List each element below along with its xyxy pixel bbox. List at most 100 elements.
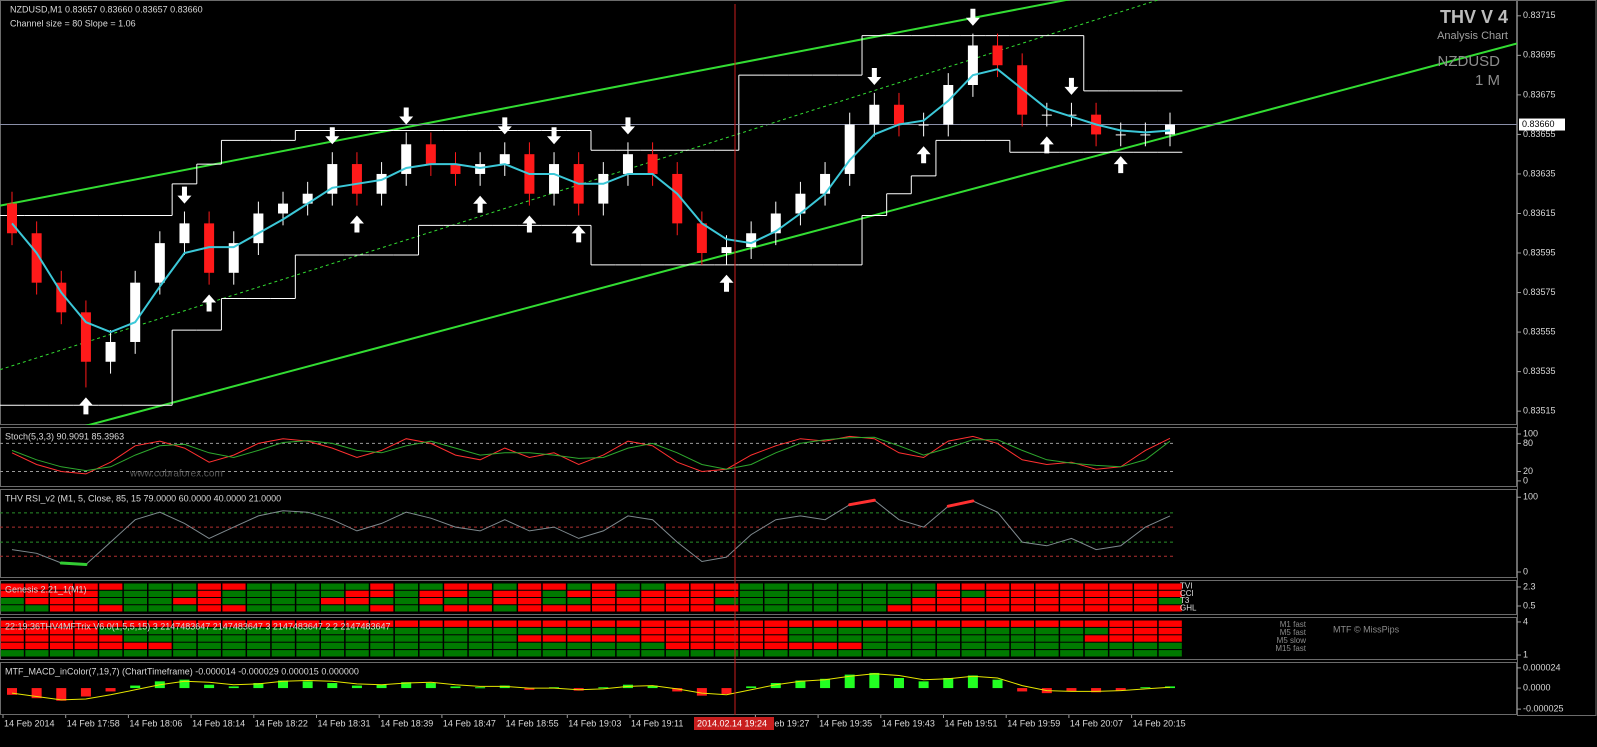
sell-arrow (325, 127, 340, 145)
buy-arrow (349, 215, 364, 233)
state-cell (936, 620, 961, 627)
state-cell (99, 583, 123, 590)
histogram-bar (401, 682, 412, 689)
state-cell (345, 620, 369, 627)
state-cell (1035, 642, 1059, 650)
state-cell (1010, 620, 1034, 627)
state-cell (148, 605, 172, 612)
state-cell (493, 620, 517, 627)
state-cell (715, 598, 739, 605)
histogram-bar (943, 677, 954, 689)
state-cell (222, 650, 246, 657)
state-cell (764, 620, 788, 627)
state-cell (1035, 590, 1059, 597)
state-cell (542, 627, 566, 635)
state-cell (493, 605, 517, 612)
histogram-bar (1017, 688, 1028, 692)
state-cell (739, 598, 763, 605)
state-cell (197, 590, 221, 597)
candle-body (228, 243, 239, 273)
rsi-highlight (848, 498, 876, 507)
state-cell (863, 605, 887, 612)
panel-frame (0, 427, 1517, 487)
state-cell (296, 590, 320, 597)
state-cell (567, 650, 591, 657)
state-cell (813, 635, 837, 642)
state-cell (493, 650, 517, 657)
state-cell (271, 590, 295, 597)
state-cell (320, 583, 345, 590)
state-cell (148, 583, 172, 590)
state-cell (320, 642, 345, 650)
candle-body (893, 104, 904, 125)
state-cell (936, 598, 961, 605)
state-cell (173, 583, 197, 590)
watermark: www.cobraforex.com (129, 469, 223, 480)
state-cell (123, 605, 148, 612)
state-cell (148, 650, 172, 657)
state-cell (493, 598, 517, 605)
y-tick-label: 0.83675 (1523, 89, 1556, 99)
histogram-bar (598, 687, 609, 689)
state-cell (616, 627, 640, 635)
y-tick-label: 0.83715 (1523, 10, 1556, 20)
state-cell (1109, 635, 1133, 642)
y-tick-label: 100 (1523, 492, 1538, 502)
state-cell (1158, 605, 1182, 612)
state-cell (247, 583, 271, 590)
state-cell (74, 598, 98, 605)
y-tick-label: 100 (1523, 428, 1538, 438)
state-cell (493, 642, 517, 650)
candle-body (549, 164, 560, 194)
state-cell (616, 605, 640, 612)
state-cell (616, 583, 640, 590)
state-cell (1134, 650, 1158, 657)
state-cell (320, 620, 345, 627)
state-cell (912, 583, 936, 590)
histogram-bar (56, 688, 67, 701)
candle-body (672, 173, 683, 224)
state-cell (567, 598, 591, 605)
state-cell (665, 635, 690, 642)
x-tick-label: 14 Feb 18:39 (380, 718, 433, 728)
time-marker-box (694, 717, 774, 730)
state-cell (345, 605, 369, 612)
state-cell (986, 627, 1010, 635)
x-tick-label: 14 Feb 18:55 (506, 718, 559, 728)
state-cell (468, 620, 492, 627)
state-cell (789, 642, 813, 650)
state-cell (419, 620, 443, 627)
state-cell (468, 590, 492, 597)
annotation: NZDUSD (1438, 53, 1501, 70)
state-cell (74, 642, 98, 650)
state-cell (764, 627, 788, 635)
sell-arrow (1064, 77, 1079, 95)
candle-body (647, 154, 658, 174)
state-cell (123, 583, 148, 590)
state-cell (1109, 598, 1133, 605)
state-cell (1158, 627, 1182, 635)
candle-body (1165, 124, 1175, 135)
candle-body (56, 282, 67, 313)
state-cell (764, 590, 788, 597)
row-label: T3 (1180, 596, 1190, 605)
state-cell (444, 620, 468, 627)
state-cell (961, 642, 985, 650)
panel-title: Genesis 2.21_1(M1) (5, 584, 87, 594)
state-cell (394, 605, 419, 612)
state-cell (665, 650, 690, 657)
annotation: 1 M (1475, 72, 1500, 89)
state-cell (838, 650, 862, 657)
state-cell (419, 650, 443, 657)
histogram-bar (869, 672, 880, 689)
state-cell (197, 583, 221, 590)
state-cell (1060, 635, 1084, 642)
state-cell (444, 635, 468, 642)
state-cell (419, 635, 443, 642)
state-cell (1109, 583, 1133, 590)
state-cell (74, 650, 98, 657)
state-cell (518, 605, 542, 612)
state-cell (641, 583, 665, 590)
state-cell (0, 627, 24, 635)
